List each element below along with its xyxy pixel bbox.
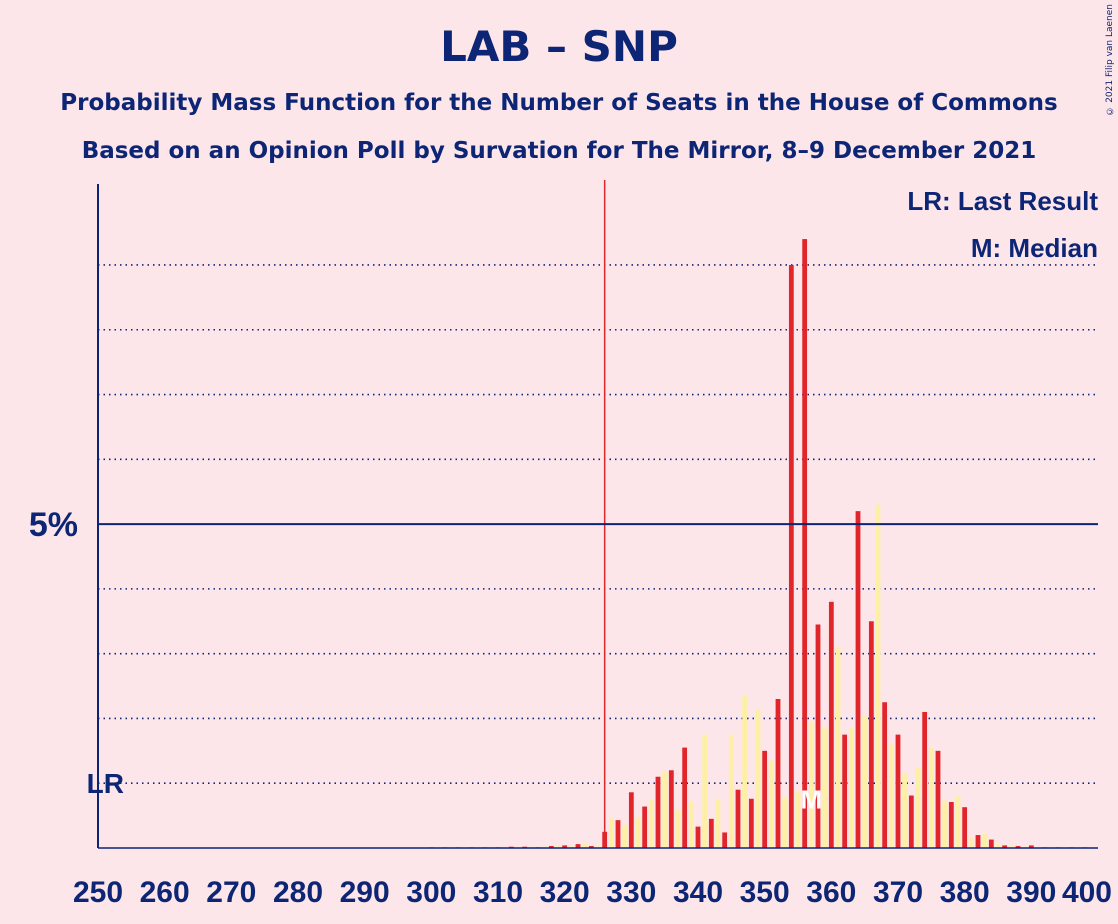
- bar-355: [795, 791, 801, 848]
- chart-subtitle: Probability Mass Function for the Number…: [60, 90, 1058, 116]
- x-tick-label: 400: [1062, 876, 1112, 909]
- bar-357: [808, 721, 814, 848]
- chart-title: LAB – SNP: [440, 22, 678, 71]
- bar-382: [975, 835, 981, 848]
- bar-377: [942, 800, 948, 848]
- x-tick-label: 250: [73, 876, 123, 909]
- bar-333: [648, 799, 654, 848]
- bar-353: [782, 798, 788, 848]
- bar-322: [575, 844, 581, 848]
- x-tick-label: 290: [340, 876, 390, 909]
- x-tick-label: 330: [606, 876, 656, 909]
- bar-380: [962, 807, 968, 848]
- bar-383: [982, 833, 988, 848]
- bar-386: [1002, 845, 1008, 848]
- bar-368: [882, 702, 888, 848]
- bar-379: [955, 796, 961, 848]
- bar-376: [935, 750, 941, 848]
- legend-last-result: LR: Last Result: [907, 186, 1098, 216]
- bar-331: [635, 817, 641, 848]
- bar-347: [742, 695, 748, 848]
- x-tick-label: 270: [206, 876, 256, 909]
- x-tick-label: 340: [673, 876, 723, 909]
- bar-373: [915, 767, 921, 848]
- bar-341: [702, 734, 708, 848]
- bar-344: [722, 832, 728, 848]
- bar-323: [582, 843, 588, 848]
- x-tick-label: 390: [1006, 876, 1056, 909]
- bar-385: [995, 844, 1001, 848]
- bar-387: [1008, 845, 1014, 848]
- bar-318: [548, 846, 554, 848]
- bar-342: [708, 818, 714, 848]
- bar-371: [902, 773, 908, 848]
- bar-337: [675, 809, 681, 848]
- bar-319: [555, 846, 561, 848]
- median-marker: M: [800, 784, 822, 814]
- x-tick-label: 300: [406, 876, 456, 909]
- x-tick-labels: 250 260 270 280 290 300 310 320 330 340 350 360 370 3…: [73, 876, 1112, 909]
- bar-388: [1015, 846, 1021, 848]
- bar-366: [868, 621, 874, 848]
- bar-351: [768, 760, 774, 848]
- x-tick-label: 370: [873, 876, 923, 909]
- bar-370: [895, 734, 901, 848]
- bar-367: [875, 504, 881, 848]
- bar-330: [628, 792, 634, 848]
- bar-345: [728, 734, 734, 848]
- y-tick-label: 5%: [29, 506, 78, 544]
- bar-328: [615, 820, 621, 848]
- last-result-label: LR: [87, 768, 124, 799]
- bar-372: [908, 795, 914, 848]
- bar-349: [755, 708, 761, 848]
- bar-390: [1028, 845, 1034, 848]
- bar-350: [762, 750, 768, 848]
- bar-329: [622, 824, 628, 848]
- x-tick-label: 350: [740, 876, 790, 909]
- bar-378: [948, 802, 954, 848]
- bar-352: [775, 699, 781, 848]
- bar-364: [855, 511, 861, 848]
- bar-346: [735, 789, 741, 848]
- x-tick-label: 320: [540, 876, 590, 909]
- chart-subtitle-source: Based on an Opinion Poll by Survation fo…: [81, 138, 1037, 164]
- bar-343: [715, 798, 721, 848]
- bar-327: [608, 818, 614, 848]
- bar-325: [595, 845, 601, 848]
- bar-361: [835, 647, 841, 848]
- bar-374: [922, 711, 928, 848]
- bar-332: [642, 806, 648, 848]
- bar-series: [428, 239, 1094, 849]
- bar-362: [842, 734, 848, 848]
- bar-360: [828, 601, 834, 848]
- bar-336: [668, 770, 674, 848]
- bar-359: [822, 728, 828, 848]
- x-tick-label: 280: [273, 876, 323, 909]
- bar-335: [662, 771, 668, 848]
- bar-363: [848, 728, 854, 848]
- bar-320: [562, 845, 568, 848]
- bar-375: [928, 747, 934, 848]
- bar-358: [815, 624, 821, 848]
- bar-348: [748, 798, 754, 848]
- bar-384: [988, 839, 994, 848]
- bar-321: [568, 845, 574, 848]
- bar-339: [688, 802, 694, 848]
- legend-median: M: Median: [971, 233, 1098, 263]
- bar-354: [788, 264, 794, 849]
- bar-365: [862, 715, 868, 848]
- bar-324: [588, 846, 594, 848]
- bar-334: [655, 776, 661, 848]
- x-tick-label: 310: [473, 876, 523, 909]
- bar-338: [682, 747, 688, 848]
- x-tick-label: 260: [140, 876, 190, 909]
- bar-356: [802, 239, 808, 848]
- x-tick-label: 380: [940, 876, 990, 909]
- bar-381: [968, 837, 974, 848]
- x-tick-label: 360: [806, 876, 856, 909]
- bar-340: [695, 826, 701, 848]
- bar-369: [888, 744, 894, 848]
